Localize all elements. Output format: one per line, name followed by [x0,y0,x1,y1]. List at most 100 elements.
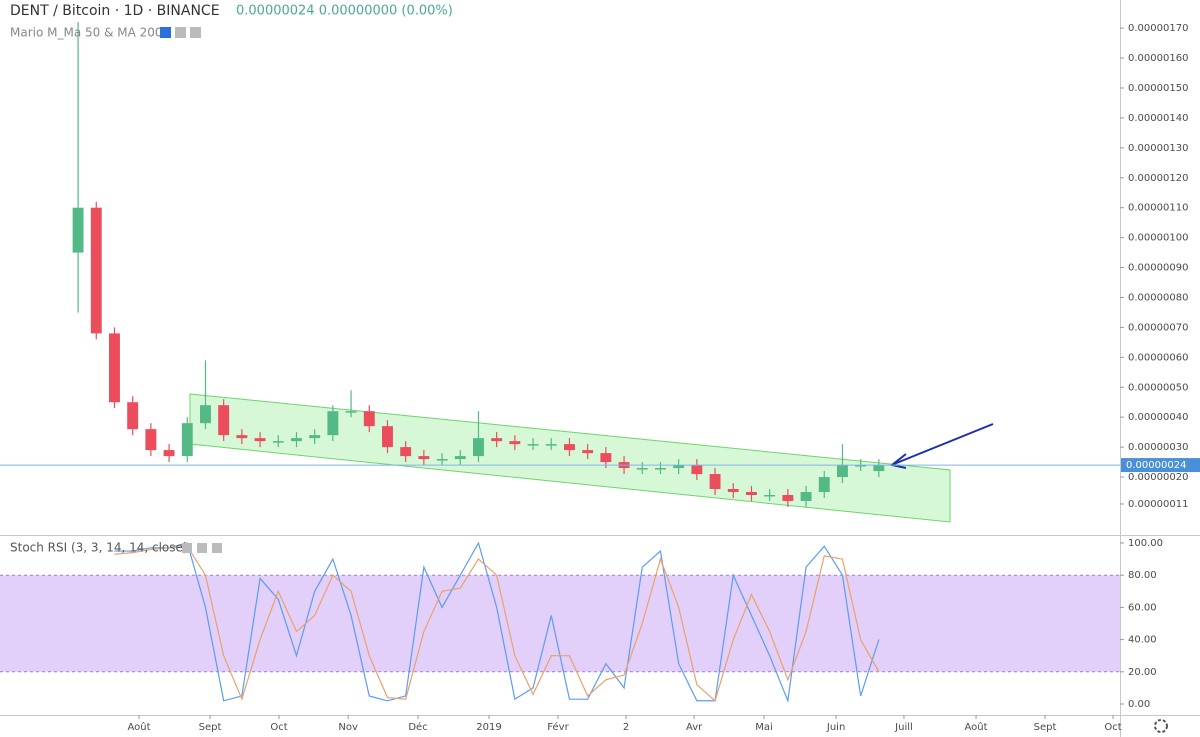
candle-body [363,411,375,427]
stoch-close[interactable] [212,543,222,553]
candle-body [691,465,703,475]
price-info: 0.00000024 0.00000000 (0.00%) [236,4,453,19]
x-tick-label: Août [965,721,988,733]
candle-body [527,444,539,446]
y-tick-label: 60.00 [1128,602,1157,613]
x-tick-label: Oct [270,722,287,733]
candle-body [200,405,211,424]
stoch-settings[interactable] [197,543,207,553]
last-price-tag [1121,458,1200,473]
indicator-settings[interactable] [175,27,186,38]
candle-body [218,405,230,436]
candle-body [109,333,120,403]
stoch-eye[interactable] [182,543,192,553]
candle-body [582,450,594,454]
candle-body [855,465,867,467]
candle-body [636,468,648,470]
y-tick-label: 0.00000100 [1128,233,1188,244]
stoch-line [114,545,880,702]
candle-body [236,435,248,439]
y-tick-label: 0.00000130 [1128,143,1188,154]
x-tick-label: Oct [1104,722,1121,733]
y-tick-label: 0.00 [1128,699,1150,710]
y-tick-label: 0.00000120 [1128,173,1188,184]
y-tick-label: 40.00 [1128,635,1157,646]
stoch-line [114,541,880,704]
plot [0,22,1120,704]
candle-body [509,441,521,445]
symbol-title: DENT / Bitcoin · 1D · BINANCE [10,3,220,19]
y-tick-label: 0.00000160 [1128,53,1188,64]
y-tick-label: 0.00000020 [1128,472,1188,483]
candle-body [382,426,393,448]
settings-gear[interactable] [1154,719,1168,733]
candle-body [745,492,757,495]
candle-body [181,423,193,457]
candle-body [800,492,812,501]
candle-body [291,438,302,442]
y-tick-label: 0.00000150 [1128,83,1188,94]
candle-body [836,465,848,478]
x-tick-label: Juin [826,722,845,733]
y-tick-label: 0.00000110 [1128,203,1188,214]
candle-body [491,438,503,442]
candle-body [545,444,557,446]
stoch-title: Stoch RSI (3, 3, 14, 14, close) [10,541,188,555]
candle-body [564,444,575,451]
y-tick-label: 0.00000090 [1128,263,1188,274]
y-tick-label: 0.00000070 [1128,322,1188,333]
candle-body [345,411,357,413]
candle-body [473,438,484,457]
candle-body [72,207,84,253]
x-tick-label: 2 [623,722,629,733]
candle-body [145,429,157,451]
candle-body [127,402,139,430]
candle-body [818,477,830,492]
candle-body [655,468,666,470]
x-tick-label: Juill [894,722,913,733]
x-tick-label: Févr [547,721,569,733]
y-tick-label: 0.00000011 [1128,499,1188,510]
y-tick-label: 0.00000060 [1128,352,1188,363]
candle-body [873,465,885,472]
candle-body [782,494,794,501]
x-tick-label: Sept [199,722,222,733]
last-price-label: 0.00000024 [1126,460,1186,471]
x-tick-label: 2019 [476,722,501,733]
candle-body [254,438,266,442]
candle-body [727,489,739,492]
candle-body [454,456,466,460]
y-tick-label: 0.00000140 [1128,113,1188,124]
candle-body [418,456,430,460]
candle-body [764,494,776,497]
x-tick-label: Août [128,721,151,733]
candle-body [90,207,102,334]
candle-body [600,453,612,463]
candle-body [163,450,175,457]
x-tick-label: Nov [338,722,358,733]
indicator-label: Mario M_Ma 50 & MA 200 [10,26,163,40]
y-tick-label: 0.00000030 [1128,442,1188,453]
indicator-close[interactable] [190,27,201,38]
y-tick-label: 0.00000050 [1128,382,1188,393]
candle-body [436,459,448,461]
arrow [893,423,994,465]
x-tick-label: Sept [1034,722,1057,733]
x-tick-label: Déc [408,721,427,733]
candle-body [709,474,721,490]
candle-body [309,435,321,439]
y-tick-label: 20.00 [1128,667,1157,678]
y-tick-label: 0.00000170 [1128,23,1188,34]
y-tick-label: 0.00000080 [1128,292,1188,303]
candle-body [673,465,685,469]
x-tick-label: Avr [686,722,703,733]
candle-body [272,441,284,443]
y-tick-label: 100.00 [1128,538,1163,549]
indicator-icon[interactable] [160,27,171,38]
x-tick-label: Mai [755,722,773,733]
candle-body [400,447,412,457]
y-tick-label: 80.00 [1128,570,1157,581]
candle-body [327,411,339,436]
y-tick-label: 0.00000040 [1128,412,1188,423]
